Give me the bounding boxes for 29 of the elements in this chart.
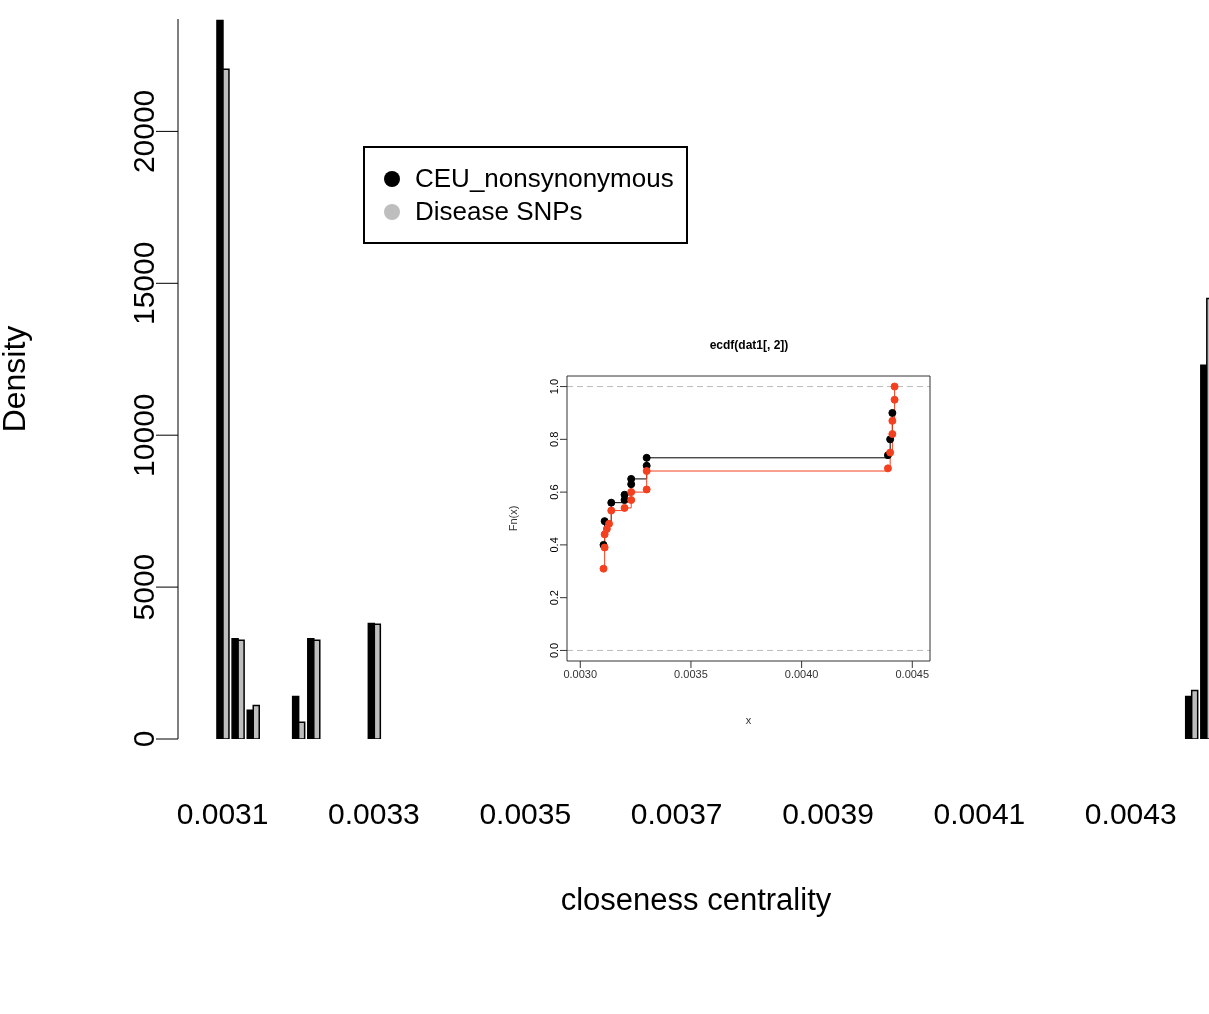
x-tick-label: 0.0035 — [674, 667, 708, 680]
y-tick-label: 0 — [127, 730, 160, 748]
x-tick-label: 0.0030 — [563, 667, 598, 680]
x-tick-label: 0.0040 — [784, 667, 819, 680]
x-tick-label: 0.0039 — [782, 797, 874, 831]
x-tick-label: 0.0045 — [895, 667, 930, 680]
x-tick-label: 0.0035 — [479, 797, 572, 831]
y-tick-label: 5000 — [127, 553, 160, 621]
legend-label: Disease SNPs — [415, 196, 583, 227]
y-axis-title: Density — [0, 325, 33, 433]
y-tick-label: 0.2 — [548, 590, 560, 606]
y-tick-label: 0.6 — [548, 484, 560, 500]
x-axis-title: closeness centrality — [560, 882, 832, 917]
y-tick-label: 1.0 — [548, 378, 560, 395]
y-tick-label: 0.0 — [548, 642, 560, 659]
y-tick-label: 0.4 — [548, 537, 560, 553]
x-axis-title: x — [745, 714, 752, 726]
y-axis-title: Fn(x) — [506, 505, 519, 532]
y-tick-label: 15000 — [127, 241, 160, 326]
chart-title: ecdf(dat1[, 2]) — [708, 338, 790, 352]
y-tick-label: 0.8 — [548, 431, 560, 447]
x-tick-label: 0.0031 — [176, 797, 269, 831]
y-tick-label: 10000 — [127, 393, 160, 477]
x-tick-label: 0.0037 — [630, 797, 723, 831]
x-tick-label: 0.0043 — [1084, 797, 1177, 831]
y-tick-label: 20000 — [127, 89, 160, 174]
x-tick-label: 0.0041 — [933, 797, 1026, 831]
legend-label: CEU_nonsynonymous — [415, 163, 674, 194]
x-tick-label: 0.0033 — [328, 797, 420, 831]
